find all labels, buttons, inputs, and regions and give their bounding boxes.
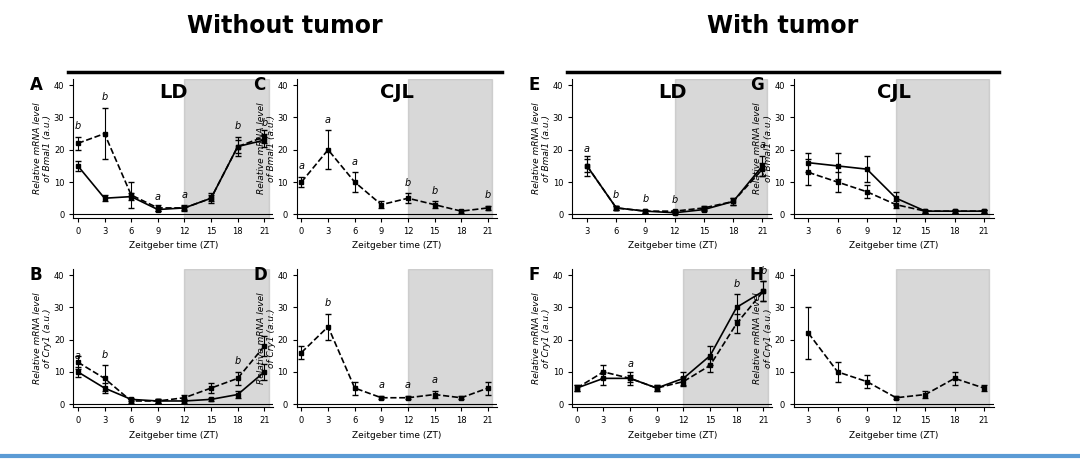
Text: F: F <box>528 266 540 284</box>
Text: a: a <box>405 380 411 390</box>
Text: H: H <box>750 266 764 284</box>
Text: b: b <box>102 350 108 360</box>
Bar <box>896 269 988 407</box>
Text: a: a <box>154 192 161 202</box>
Y-axis label: Relative mRNA level
of Cry1 (a.u.): Relative mRNA level of Cry1 (a.u.) <box>754 292 773 384</box>
Text: a: a <box>432 375 437 386</box>
Text: b: b <box>261 118 268 128</box>
Text: a: a <box>759 140 766 150</box>
X-axis label: Zeitgeber time (ZT): Zeitgeber time (ZT) <box>352 241 442 250</box>
X-axis label: Zeitgeber time (ZT): Zeitgeber time (ZT) <box>129 431 218 440</box>
Text: a: a <box>181 190 188 200</box>
Bar <box>684 269 768 407</box>
Text: a: a <box>75 351 81 361</box>
Bar <box>185 269 269 407</box>
Bar <box>408 269 492 407</box>
Y-axis label: Relative mRNA level
of Bmal1 (a.u.): Relative mRNA level of Bmal1 (a.u.) <box>33 102 53 194</box>
Text: b: b <box>485 190 491 200</box>
Text: With tumor: With tumor <box>707 14 859 38</box>
Y-axis label: Relative mRNA level
of Bmal1 (a.u.): Relative mRNA level of Bmal1 (a.u.) <box>754 102 773 194</box>
X-axis label: Zeitgeber time (ZT): Zeitgeber time (ZT) <box>849 241 939 250</box>
Text: G: G <box>750 76 764 94</box>
Text: A: A <box>29 76 42 94</box>
Text: b: b <box>672 195 678 205</box>
X-axis label: Zeitgeber time (ZT): Zeitgeber time (ZT) <box>352 431 442 440</box>
Text: a: a <box>325 114 332 125</box>
Text: b: b <box>75 121 81 131</box>
Text: b: b <box>432 186 437 196</box>
Text: a: a <box>378 380 384 390</box>
Text: E: E <box>528 76 540 94</box>
Text: CJL: CJL <box>877 83 910 102</box>
Bar <box>185 79 269 218</box>
Text: b: b <box>405 178 411 188</box>
Y-axis label: Relative mRNA level
of Bmal1 (a.u.): Relative mRNA level of Bmal1 (a.u.) <box>257 102 276 194</box>
Text: Without tumor: Without tumor <box>187 14 383 38</box>
Text: b: b <box>643 194 649 204</box>
Text: LD: LD <box>658 83 687 102</box>
Bar <box>675 79 767 218</box>
X-axis label: Zeitgeber time (ZT): Zeitgeber time (ZT) <box>129 241 218 250</box>
Text: a: a <box>584 144 590 154</box>
Text: C: C <box>253 76 266 94</box>
Text: a: a <box>352 156 357 167</box>
Text: b: b <box>325 298 332 308</box>
Text: a: a <box>298 162 305 171</box>
Text: LD: LD <box>159 83 188 102</box>
Y-axis label: Relative mRNA level
of Cry1 (a.u.): Relative mRNA level of Cry1 (a.u.) <box>257 292 276 384</box>
Y-axis label: Relative mRNA level
of Cry1 (a.u.): Relative mRNA level of Cry1 (a.u.) <box>33 292 53 384</box>
Text: b: b <box>234 356 241 366</box>
X-axis label: Zeitgeber time (ZT): Zeitgeber time (ZT) <box>627 241 717 250</box>
Text: b: b <box>102 92 108 102</box>
Bar <box>896 79 988 218</box>
X-axis label: Zeitgeber time (ZT): Zeitgeber time (ZT) <box>849 431 939 440</box>
Text: D: D <box>253 266 267 284</box>
Text: b: b <box>613 190 620 200</box>
Text: CJL: CJL <box>380 83 414 102</box>
Bar <box>408 79 492 218</box>
Text: a: a <box>627 359 633 369</box>
X-axis label: Zeitgeber time (ZT): Zeitgeber time (ZT) <box>627 431 717 440</box>
Text: b: b <box>234 121 241 131</box>
Y-axis label: Relative mRNA level
of Bmal1 (a.u.): Relative mRNA level of Bmal1 (a.u.) <box>532 102 552 194</box>
Text: b: b <box>733 279 740 288</box>
Text: B: B <box>29 266 42 284</box>
Text: b: b <box>760 266 767 275</box>
Y-axis label: Relative mRNA level
of Cry1 (a.u.): Relative mRNA level of Cry1 (a.u.) <box>532 292 552 384</box>
